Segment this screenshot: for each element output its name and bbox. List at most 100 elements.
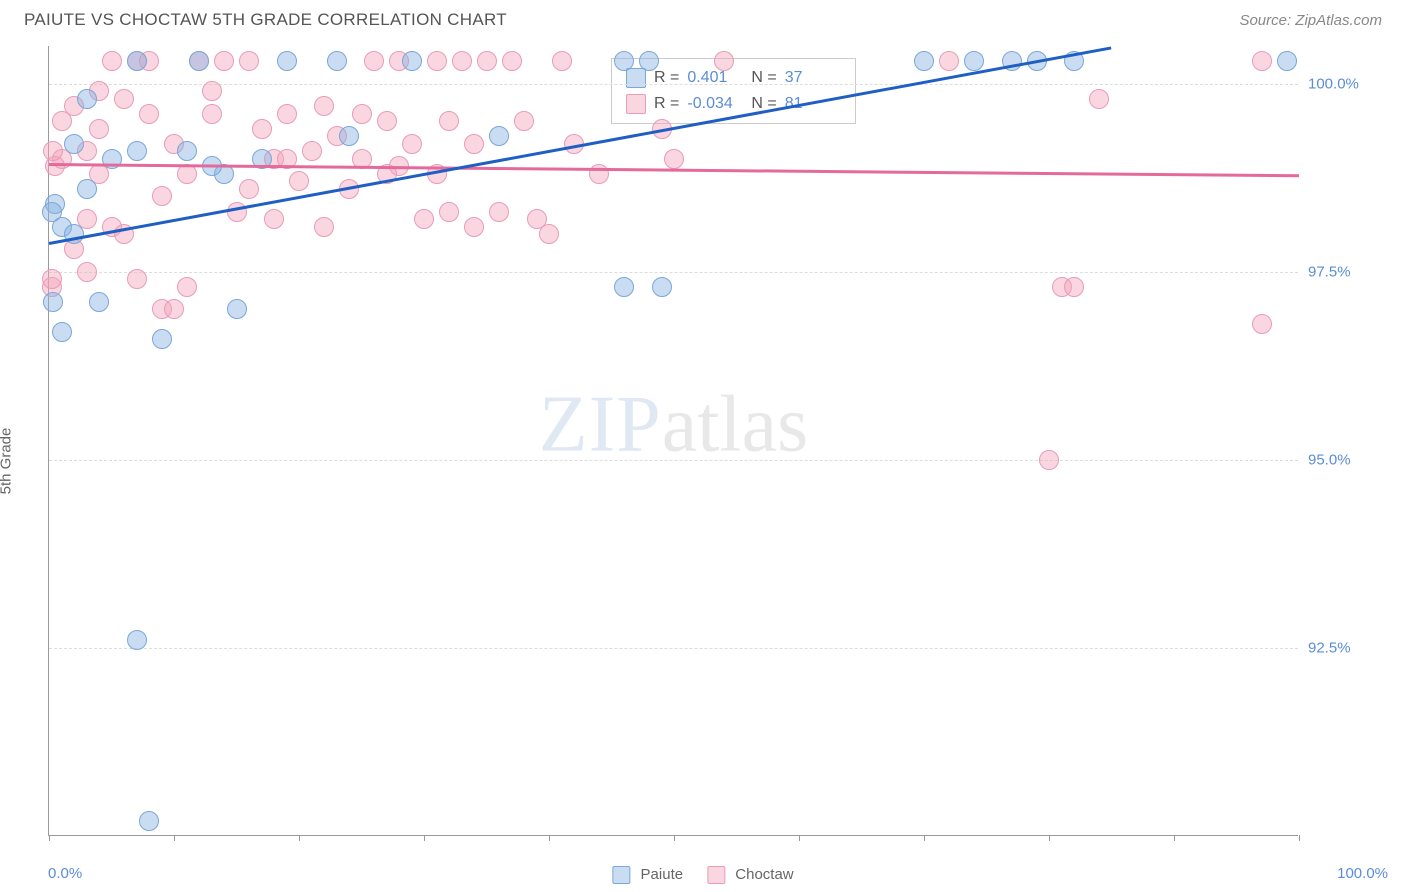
scatter-point [652, 277, 672, 297]
watermark: ZIPatlas [539, 379, 809, 470]
scatter-point [43, 292, 63, 312]
scatter-point [239, 179, 259, 199]
legend-item-choctaw: Choctaw [707, 866, 794, 884]
scatter-point [377, 111, 397, 131]
x-tick [424, 835, 425, 841]
x-tick [1049, 835, 1050, 841]
y-tick-label: 100.0% [1308, 75, 1388, 92]
scatter-point [42, 202, 62, 222]
scatter-point [1064, 277, 1084, 297]
trend-line [49, 46, 1112, 245]
scatter-point [477, 51, 497, 71]
scatter-point [464, 134, 484, 154]
scatter-point [77, 89, 97, 109]
scatter-point [414, 209, 434, 229]
scatter-point [152, 329, 172, 349]
scatter-point [164, 299, 184, 319]
scatter-point [464, 217, 484, 237]
scatter-point [127, 51, 147, 71]
scatter-point [102, 51, 122, 71]
scatter-point [327, 51, 347, 71]
scatter-point [427, 51, 447, 71]
scatter-point [127, 269, 147, 289]
scatter-point [1252, 314, 1272, 334]
y-tick-label: 95.0% [1308, 451, 1388, 468]
scatter-point [502, 51, 522, 71]
x-tick [49, 835, 50, 841]
gridline [49, 648, 1298, 649]
x-tick [174, 835, 175, 841]
bottom-legend: Paiute Choctaw [612, 866, 793, 884]
scatter-point [89, 292, 109, 312]
scatter-point [89, 119, 109, 139]
choctaw-swatch-icon [626, 94, 646, 114]
x-tick [1174, 835, 1175, 841]
scatter-point [152, 186, 172, 206]
source-label: Source: ZipAtlas.com [1239, 12, 1382, 29]
scatter-point [277, 104, 297, 124]
scatter-point [489, 126, 509, 146]
scatter-point [114, 89, 134, 109]
scatter-point [614, 277, 634, 297]
scatter-point [302, 141, 322, 161]
scatter-point [614, 51, 634, 71]
x-tick [299, 835, 300, 841]
scatter-point [202, 104, 222, 124]
plot-area: ZIPatlas R = 0.401 N = 37 R = -0.034 N =… [48, 46, 1298, 836]
scatter-point [202, 81, 222, 101]
scatter-point [43, 141, 63, 161]
scatter-point [239, 51, 259, 71]
scatter-point [189, 51, 209, 71]
scatter-point [339, 126, 359, 146]
scatter-point [1252, 51, 1272, 71]
scatter-point [42, 269, 62, 289]
scatter-point [127, 141, 147, 161]
paiute-legend-swatch-icon [612, 866, 630, 884]
y-tick-label: 97.5% [1308, 263, 1388, 280]
x-axis-max-label: 100.0% [1337, 865, 1388, 882]
scatter-point [139, 104, 159, 124]
scatter-point [714, 51, 734, 71]
scatter-point [514, 111, 534, 131]
scatter-point [52, 322, 72, 342]
x-tick [924, 835, 925, 841]
scatter-point [289, 171, 309, 191]
scatter-point [439, 202, 459, 222]
scatter-point [252, 119, 272, 139]
scatter-point [352, 104, 372, 124]
legend-item-paiute: Paiute [612, 866, 683, 884]
scatter-point [214, 51, 234, 71]
scatter-point [539, 224, 559, 244]
scatter-point [552, 51, 572, 71]
scatter-point [314, 217, 334, 237]
x-tick [799, 835, 800, 841]
scatter-point [402, 51, 422, 71]
x-tick [549, 835, 550, 841]
scatter-point [314, 96, 334, 116]
x-axis-min-label: 0.0% [48, 865, 82, 882]
scatter-point [939, 51, 959, 71]
x-tick [1299, 835, 1300, 841]
scatter-point [439, 111, 459, 131]
scatter-point [589, 164, 609, 184]
scatter-point [664, 149, 684, 169]
y-tick-label: 92.5% [1308, 639, 1388, 656]
gridline [49, 84, 1298, 85]
scatter-point [139, 811, 159, 831]
stats-row-paiute: R = 0.401 N = 37 [626, 65, 841, 91]
scatter-point [964, 51, 984, 71]
scatter-point [277, 51, 297, 71]
scatter-point [177, 277, 197, 297]
choctaw-legend-swatch-icon [707, 866, 725, 884]
scatter-point [364, 51, 384, 71]
scatter-point [639, 51, 659, 71]
chart-title: PAIUTE VS CHOCTAW 5TH GRADE CORRELATION … [24, 10, 507, 30]
scatter-point [227, 299, 247, 319]
x-tick [674, 835, 675, 841]
scatter-point [1089, 89, 1109, 109]
scatter-point [264, 209, 284, 229]
scatter-point [52, 111, 72, 131]
chart-area: 5th Grade ZIPatlas R = 0.401 N = 37 R = … [0, 36, 1406, 886]
paiute-swatch-icon [626, 68, 646, 88]
scatter-point [127, 630, 147, 650]
